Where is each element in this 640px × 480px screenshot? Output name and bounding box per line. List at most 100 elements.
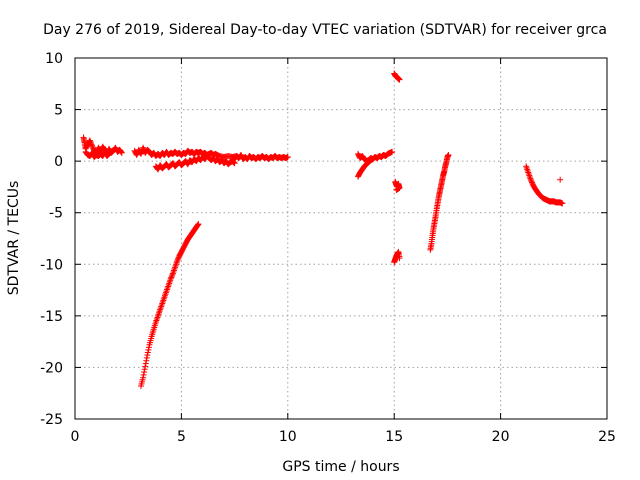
data-point [90, 145, 97, 152]
x-tick-label: 25 [598, 429, 616, 445]
data-point [165, 283, 172, 290]
data-point [284, 154, 291, 161]
data-point [174, 256, 181, 263]
y-tick-label: -25 [40, 412, 63, 428]
data-point [167, 277, 174, 284]
data-point [174, 258, 181, 265]
data-point [389, 148, 396, 155]
data-point [526, 174, 533, 181]
data-point [557, 176, 564, 183]
data-point [86, 137, 93, 144]
data-point [169, 271, 176, 278]
data-point [172, 264, 179, 271]
x-tick-label: 5 [177, 429, 186, 445]
data-point [525, 169, 532, 176]
data-point [144, 349, 151, 356]
data-point [141, 366, 148, 373]
data-point [525, 171, 532, 178]
data-point [158, 303, 165, 310]
data-point [173, 261, 180, 268]
y-tick-label: -5 [49, 206, 63, 222]
data-point [155, 311, 162, 318]
data-point [559, 200, 566, 207]
data-point [170, 269, 177, 276]
data-point [165, 281, 172, 288]
data-point [231, 159, 238, 166]
data-point [159, 300, 166, 307]
x-tick-label: 15 [385, 429, 403, 445]
data-point [369, 156, 376, 163]
data-point [158, 302, 165, 309]
data-point [394, 186, 401, 193]
data-point [141, 369, 148, 376]
data-point [157, 306, 164, 313]
data-point [164, 286, 171, 293]
x-axis-label: GPS time / hours [282, 459, 399, 475]
data-point [145, 344, 152, 351]
data-point [153, 315, 160, 322]
data-point [523, 163, 530, 170]
data-point [143, 357, 150, 364]
data-point [172, 262, 179, 269]
data-point [87, 140, 94, 147]
data-points [80, 70, 566, 389]
data-point [89, 142, 96, 149]
data-point [106, 150, 113, 157]
data-point [528, 178, 535, 185]
data-point [524, 166, 531, 173]
data-point [161, 294, 168, 301]
data-point [523, 164, 530, 171]
y-tick-label: -20 [40, 360, 63, 376]
data-point [118, 149, 125, 156]
data-point [393, 187, 400, 194]
data-point [166, 280, 173, 287]
data-point [144, 352, 151, 359]
data-point [171, 265, 178, 272]
data-point [154, 314, 161, 321]
data-point [163, 288, 170, 295]
data-point [194, 221, 201, 228]
y-tick-label: -10 [40, 257, 63, 273]
data-point [173, 259, 180, 266]
data-point [160, 295, 167, 302]
data-point [143, 354, 150, 361]
data-point [168, 274, 175, 281]
x-tick-label: 0 [71, 429, 80, 445]
data-point [526, 172, 533, 179]
data-point [527, 175, 534, 182]
y-axis-label: SDTVAR / TECUs [6, 181, 22, 296]
data-point [396, 76, 403, 83]
data-point [142, 363, 149, 370]
y-tick-labels: 10 5 0 -5 -10 -15 -20 -25 [40, 51, 63, 428]
data-point [157, 305, 164, 312]
y-tick-label: 0 [54, 154, 63, 170]
x-tick-labels: 0 5 10 15 20 25 [71, 429, 616, 445]
data-point [445, 151, 452, 158]
data-point [140, 374, 147, 381]
data-point [170, 267, 177, 274]
data-point [160, 297, 167, 304]
y-tick-label: 10 [45, 51, 63, 67]
y-tick-label: -15 [40, 309, 63, 325]
data-point [142, 360, 149, 367]
data-point [167, 275, 174, 282]
data-point [88, 141, 95, 148]
data-point [396, 255, 403, 262]
data-point [166, 278, 173, 285]
data-point [133, 151, 140, 158]
data-point [524, 167, 531, 174]
chart-title: Day 276 of 2019, Sidereal Day-to-day VTE… [43, 22, 607, 38]
y-tick-label: 5 [54, 103, 63, 119]
data-point [162, 289, 169, 296]
plot-frame [74, 57, 608, 420]
x-tick-label: 10 [279, 429, 297, 445]
data-point [140, 371, 147, 378]
data-point [230, 159, 237, 166]
data-point [156, 309, 163, 316]
data-point [161, 292, 168, 299]
data-point [164, 285, 171, 292]
data-point [154, 312, 161, 319]
axis-ticks [74, 57, 608, 420]
data-point [153, 317, 160, 324]
